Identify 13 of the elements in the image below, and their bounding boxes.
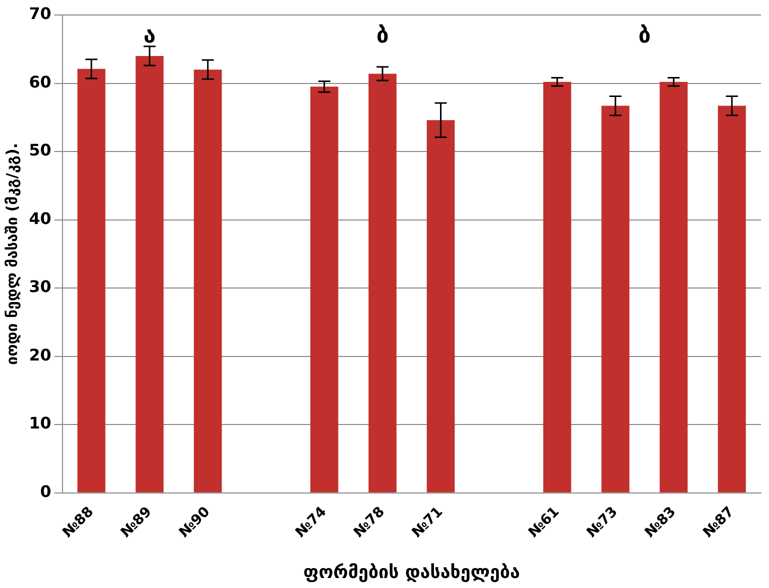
annotation: ბ (376, 24, 389, 49)
y-axis-title: იოდი ნედლ მასაში (მკგ/კგ). (2, 142, 21, 365)
y-tick-label: 20 (29, 345, 52, 364)
y-tick-label: 60 (29, 72, 52, 92)
y-tick-label: 10 (29, 414, 52, 433)
y-tick-label: 0 (40, 482, 52, 501)
y-tick-label: 40 (29, 208, 52, 228)
annotation: ა (144, 24, 156, 49)
y-tick-label: 70 (29, 4, 52, 24)
annotation: ბ (638, 24, 651, 49)
x-axis-title: ფორმების დასახელება (303, 562, 520, 583)
y-tick-label: 30 (29, 277, 52, 296)
y-tick-label: 50 (29, 140, 52, 160)
